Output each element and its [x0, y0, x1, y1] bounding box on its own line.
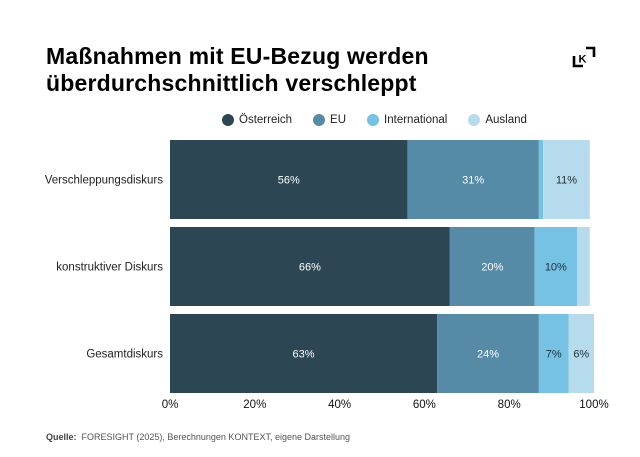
legend-item: Ausland [468, 114, 527, 126]
bar-segment [170, 227, 450, 306]
data-label: 20% [481, 262, 503, 274]
data-label: 6% [573, 349, 589, 361]
chart-title: Maßnahmen mit EU-Bezug werden überdurchs… [46, 43, 526, 97]
x-tick-label: 100% [579, 399, 608, 411]
legend-label: Österreich [239, 114, 293, 126]
x-tick-label: 20% [243, 399, 266, 411]
kontext-logo-icon: K [572, 46, 596, 68]
x-tick-label: 60% [413, 399, 436, 411]
data-label: 24% [477, 349, 499, 361]
legend: Österreich EU International Ausland [222, 114, 548, 126]
x-tick-label: 80% [498, 399, 521, 411]
data-label: 56% [278, 175, 300, 187]
data-label: 7% [546, 349, 562, 361]
legend-swatch [313, 114, 326, 126]
source-label: Quelle: [46, 432, 77, 442]
bar-segment [170, 314, 438, 393]
bar-segment [577, 227, 590, 306]
x-tick-label: 0% [162, 399, 179, 411]
category-label: Gesamtdiskurs [86, 349, 163, 361]
legend-item: Österreich [222, 114, 292, 126]
logo-letter: K [579, 54, 587, 66]
category-label: Verschleppungsdiskurs [45, 175, 164, 187]
legend-item: EU [313, 114, 346, 126]
legend-label: International [384, 114, 448, 126]
data-label: 66% [299, 262, 321, 274]
bar-segment [449, 227, 535, 306]
title-line-2: überdurchschnittlich verschleppt [46, 70, 417, 96]
legend-item: International [367, 114, 447, 126]
bar-segment [534, 227, 578, 306]
legend-swatch [222, 114, 234, 126]
bar-segment [170, 140, 408, 219]
stacked-bar-chart: Verschleppungsdiskurs 56% 31% 11% konstrukti… [45, 140, 609, 411]
data-label: 11% [556, 175, 577, 187]
bar-segment [543, 140, 590, 219]
legend-label: Ausland [485, 114, 527, 126]
bar-segment [538, 314, 569, 393]
title-line-1: Maßnahmen mit EU-Bezug werden [46, 43, 429, 69]
category-label: konstruktiver Diskurs [56, 262, 163, 274]
x-tick-label: 40% [328, 399, 351, 411]
bar-segment [407, 140, 539, 219]
bar-segment [437, 314, 539, 393]
bar-segment [568, 314, 594, 393]
bar-segment [538, 140, 544, 219]
source-text: FORESIGHT (2025), Berechnungen KONTEXT, … [81, 432, 350, 442]
source-note: Quelle: FORESIGHT (2025), Berechnungen K… [46, 432, 350, 442]
data-label: 63% [293, 349, 315, 361]
legend-swatch [367, 114, 380, 126]
legend-label: EU [330, 114, 347, 126]
legend-swatch [468, 114, 481, 126]
data-label: 10% [545, 262, 567, 274]
data-label: 31% [462, 175, 484, 187]
